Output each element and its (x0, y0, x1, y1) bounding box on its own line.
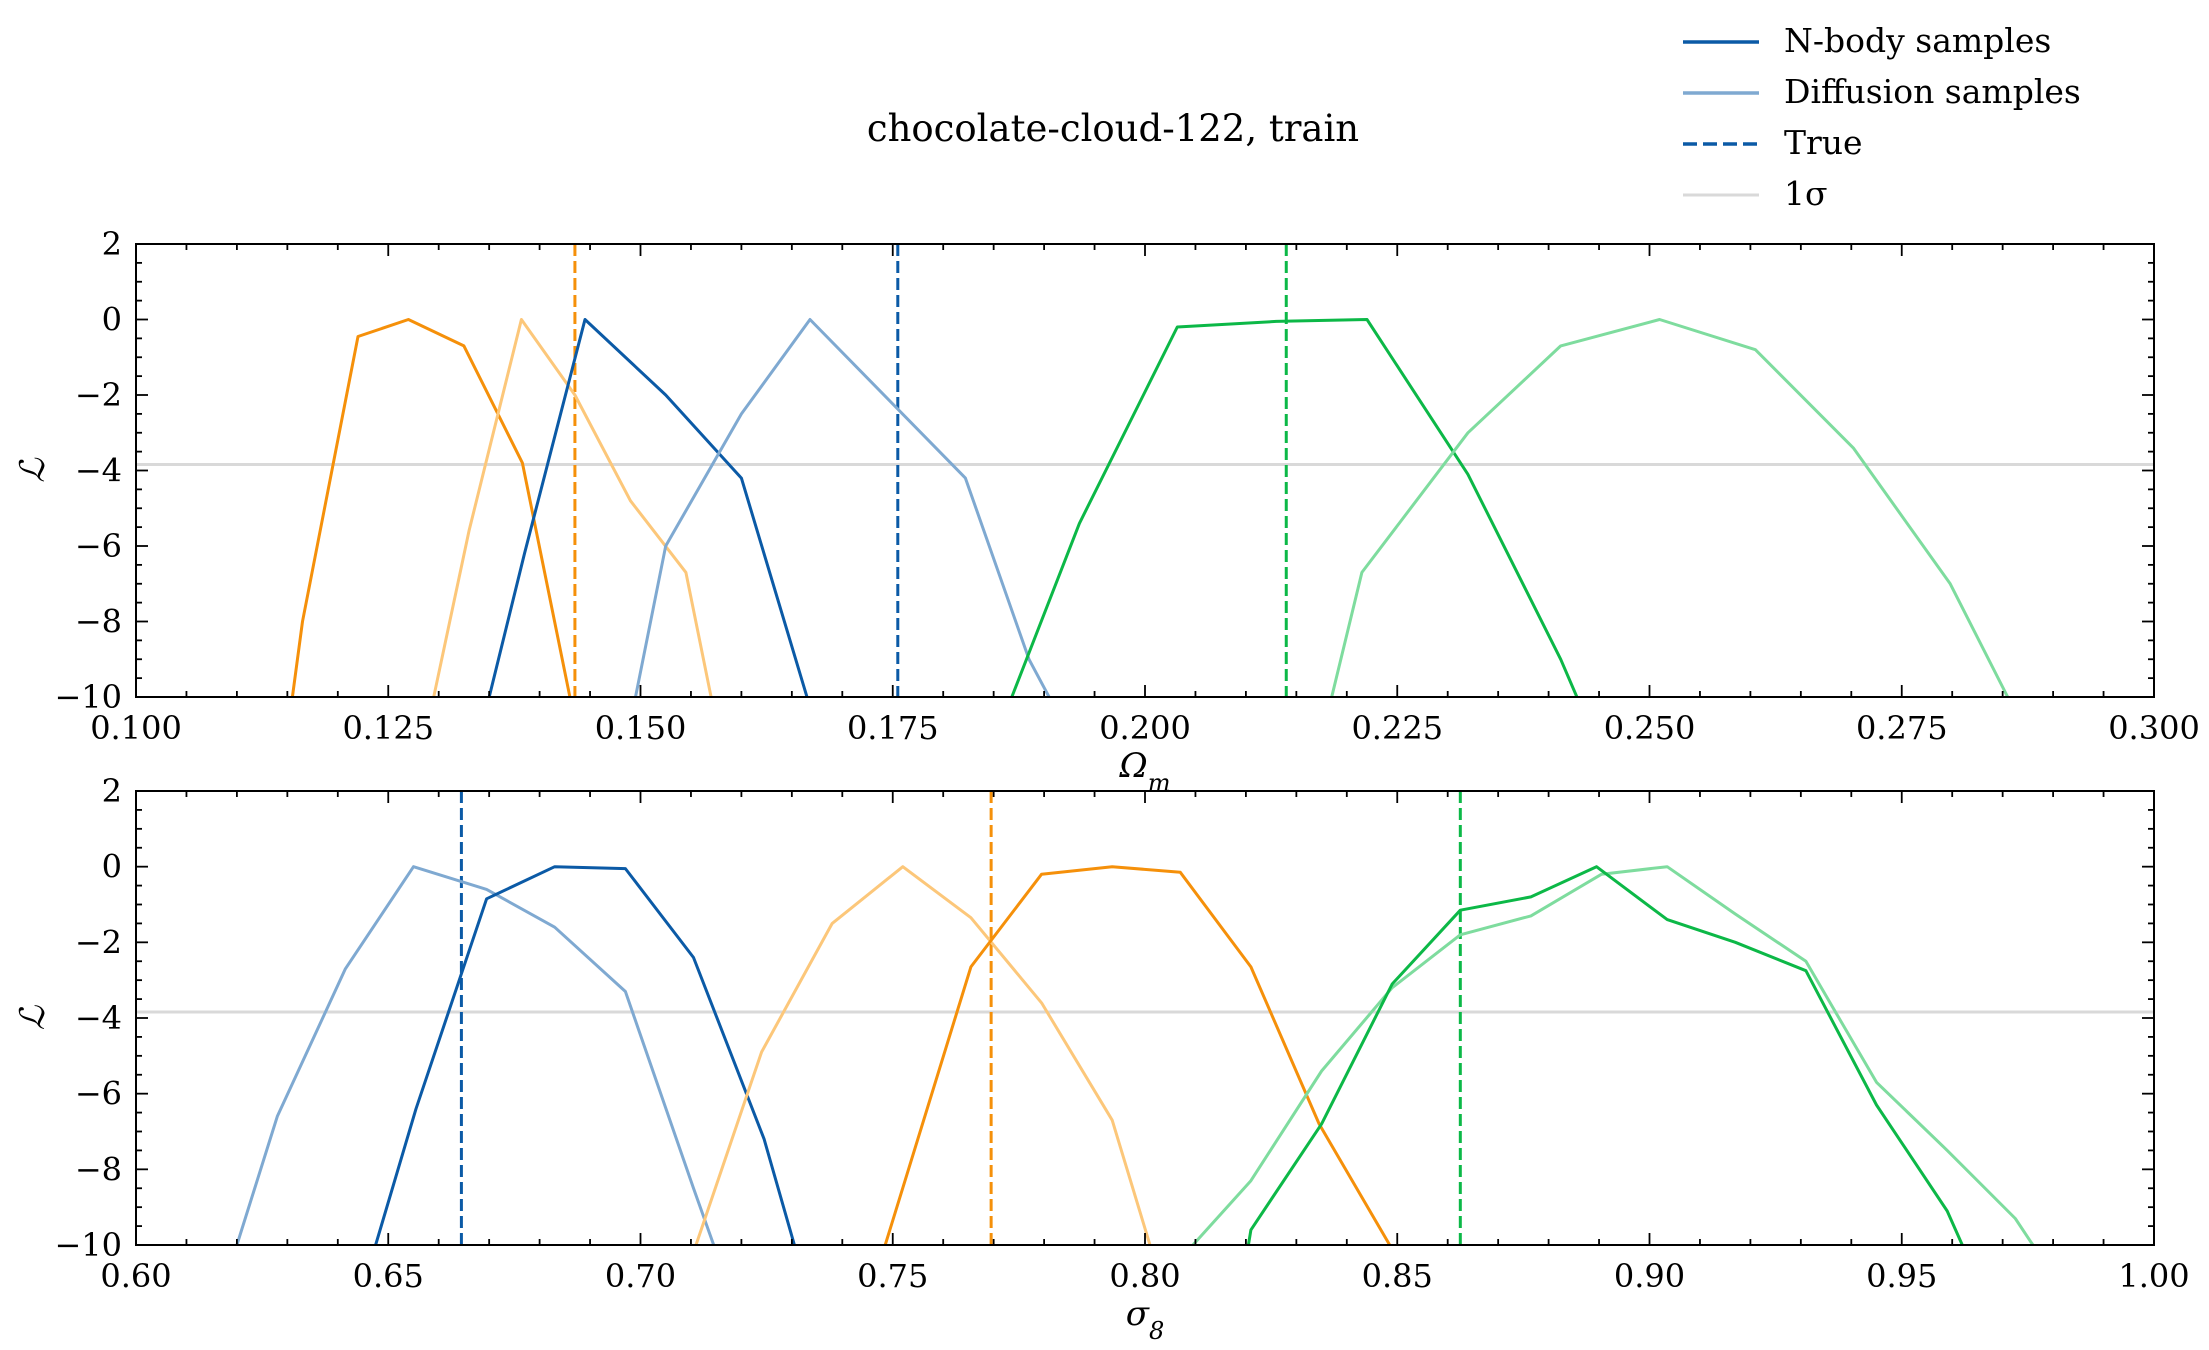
legend: N-body samples Diffusion samples True 1σ (1683, 21, 2081, 213)
x-tick-label: 0.275 (1856, 709, 1948, 747)
series-line-1 (432, 318, 713, 697)
series-line-2 (694, 865, 1152, 1245)
y-tick-label: −6 (75, 527, 122, 565)
y-tick-label: −4 (75, 999, 122, 1037)
x-tick-label: 0.175 (847, 709, 939, 747)
chart-title: chocolate-cloud-122, train (867, 107, 1359, 150)
x-tick-label: 1.00 (2118, 1257, 2189, 1295)
x-tick-label: 0.125 (342, 709, 434, 747)
x-axis-label: Ωm (1119, 746, 1171, 797)
series-line-5 (1246, 865, 1964, 1245)
y-tick-label: −2 (75, 923, 122, 961)
y-tick-label: −2 (75, 376, 122, 414)
y-tick-label: −4 (75, 452, 122, 490)
y-tick-label: 2 (102, 772, 122, 810)
panel-omega-m: 0.100 0.125 0.150 0.175 0.200 0.225 0.250 0.275… (13, 225, 2200, 797)
y-tick-label: −10 (54, 678, 122, 716)
series-line-3 (883, 865, 1391, 1245)
y-tick-label: 0 (102, 848, 122, 886)
plot-frame (135, 243, 2155, 698)
series-line-0 (235, 865, 716, 1245)
plot-frame (135, 790, 2155, 1246)
y-axis-label: ℒ (13, 1004, 53, 1030)
x-tick-label: 0.70 (605, 1257, 676, 1295)
x-tick-label: 0.100 (90, 709, 182, 747)
series-line-4 (1191, 865, 2035, 1245)
y-tick-label: 2 (102, 225, 122, 263)
y-tick-label: −10 (54, 1226, 122, 1264)
legend-label-2: True (1784, 123, 1863, 162)
x-tick-label: 0.65 (353, 1257, 424, 1295)
x-tick-label: 0.95 (1866, 1257, 1937, 1295)
x-tick-label: 0.75 (857, 1257, 928, 1295)
series-line-2 (487, 318, 809, 697)
y-tick-label: −6 (75, 1075, 122, 1113)
series-line-3 (634, 318, 1051, 697)
series-line-1 (374, 865, 796, 1245)
series-line-0 (290, 318, 572, 697)
series-line-5 (1330, 318, 2010, 697)
y-tick-label: −8 (75, 603, 122, 641)
x-tick-label: 0.200 (1099, 709, 1191, 747)
x-tick-label: 0.90 (1614, 1257, 1685, 1295)
y-tick-label: −8 (75, 1150, 122, 1188)
y-axis-label: ℒ (13, 457, 53, 483)
series-line-4 (1010, 318, 1579, 697)
x-tick-label: 0.225 (1351, 709, 1443, 747)
x-tick-label: 0.150 (595, 709, 687, 747)
x-axis-label: σ8 (1126, 1294, 1165, 1345)
x-tick-label: 0.80 (1109, 1257, 1180, 1295)
panel-sigma-8: 0.60 0.65 0.70 0.75 0.80 0.85 0.90 0.95 1.00 2 0 −2… (13, 772, 2190, 1345)
x-tick-label: 0.85 (1362, 1257, 1433, 1295)
legend-label-1: Diffusion samples (1784, 72, 2081, 111)
y-tick-label: 0 (102, 301, 122, 339)
legend-label-0: N-body samples (1784, 21, 2051, 60)
x-tick-label: 0.300 (2108, 709, 2200, 747)
x-tick-label: 0.250 (1604, 709, 1696, 747)
legend-label-3: 1σ (1784, 174, 1828, 213)
x-tick-label: 0.60 (100, 1257, 171, 1295)
